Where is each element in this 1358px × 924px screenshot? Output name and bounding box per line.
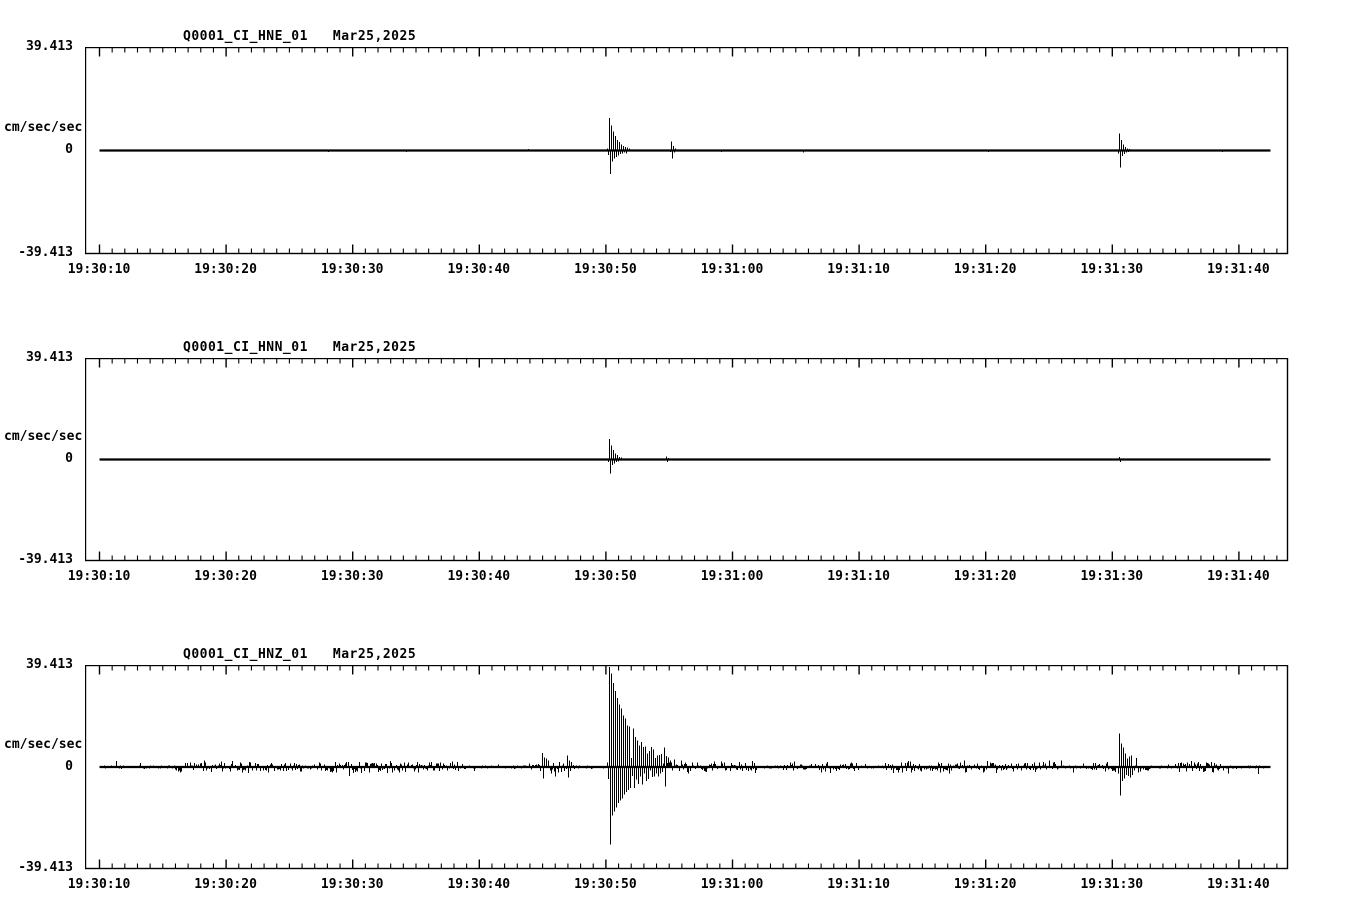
x-axis-tick-label-hnz-4: 19:30:50 <box>574 877 637 892</box>
y-axis-units-label-hnn: cm/sec/sec <box>4 429 83 444</box>
x-axis-tick-label-hnz-2: 19:30:30 <box>320 877 384 892</box>
x-axis-tick-label-hnz-9: 19:31:40 <box>1207 877 1270 892</box>
x-axis-tick-label-hnn-4: 19:30:50 <box>574 569 637 584</box>
x-axis-tick-label-hnz-7: 19:31:20 <box>953 877 1017 892</box>
y-axis-zero-label-hne: 0 <box>65 142 73 157</box>
x-axis-tick-label-hne-7: 19:31:20 <box>953 262 1017 277</box>
y-axis-max-label-hnn: 39.413 <box>26 350 73 365</box>
y-axis-units-label-hne: cm/sec/sec <box>4 120 83 135</box>
x-axis-tick-label-hnn-3: 19:30:40 <box>447 569 511 584</box>
waveform-trace-hnn <box>120 439 1122 474</box>
waveform-plot-hnz <box>85 665 1289 870</box>
plot-area-hne <box>85 47 1289 255</box>
x-axis-tick-label-hne-3: 19:30:40 <box>447 262 511 277</box>
x-axis-tick-label-hne-2: 19:30:30 <box>320 262 384 277</box>
x-axis-tick-label-hnn-1: 19:30:20 <box>194 569 257 584</box>
x-axis-tick-label-hnn-7: 19:31:20 <box>953 569 1017 584</box>
x-axis-tick-label-hne-6: 19:31:10 <box>827 262 890 277</box>
waveform-plot-hnn <box>85 358 1289 562</box>
x-axis-tick-label-hne-5: 19:31:00 <box>700 262 764 277</box>
waveform-plot-hne <box>85 47 1289 255</box>
waveform-trace-hnz <box>100 667 1271 845</box>
y-axis-min-label-hnn: -39.413 <box>18 552 73 567</box>
x-axis-tick-label-hnz-0: 19:30:10 <box>67 877 131 892</box>
y-axis-max-label-hne: 39.413 <box>26 39 73 54</box>
y-axis-units-label-hnz: cm/sec/sec <box>4 736 83 752</box>
x-axis-tick-label-hnn-0: 19:30:10 <box>67 569 131 584</box>
x-axis-tick-label-hnn-2: 19:30:30 <box>320 569 384 584</box>
y-axis-max-label-hnz: 39.413 <box>26 657 73 672</box>
y-axis-min-label-hne: -39.413 <box>18 245 73 260</box>
x-axis-tick-label-hne-0: 19:30:10 <box>67 262 131 277</box>
y-axis-min-label-hnz: -39.413 <box>18 860 73 875</box>
x-axis-tick-label-hne-9: 19:31:40 <box>1207 262 1270 277</box>
x-axis-tick-label-hnn-5: 19:31:00 <box>700 569 764 584</box>
plot-area-hnz <box>85 665 1289 870</box>
y-axis-zero-label-hnn: 0 <box>65 451 73 466</box>
x-axis-tick-label-hne-8: 19:31:30 <box>1080 262 1144 277</box>
x-axis-tick-label-hnn-9: 19:31:40 <box>1207 569 1270 584</box>
y-axis-zero-label-hnz: 0 <box>65 758 73 774</box>
x-axis-tick-label-hnz-1: 19:30:20 <box>194 877 257 892</box>
x-axis-tick-label-hnz-5: 19:31:00 <box>700 877 764 892</box>
waveform-trace-hne <box>117 117 1253 174</box>
plot-area-hnn <box>85 358 1289 562</box>
x-axis-tick-label-hne-4: 19:30:50 <box>574 262 637 277</box>
x-axis-tick-label-hnz-6: 19:31:10 <box>827 877 890 892</box>
x-axis-tick-label-hnz-3: 19:30:40 <box>447 877 511 892</box>
plot-title-hnz: Q0001_CI_HNZ_01 Mar25,2025 <box>183 647 417 662</box>
plot-title-hne: Q0001_CI_HNE_01 Mar25,2025 <box>183 29 417 44</box>
x-axis-tick-label-hnn-8: 19:31:30 <box>1080 569 1144 584</box>
x-axis-tick-label-hnz-8: 19:31:30 <box>1080 877 1144 892</box>
x-axis-tick-label-hnn-6: 19:31:10 <box>827 569 890 584</box>
x-axis-tick-label-hne-1: 19:30:20 <box>194 262 257 277</box>
plot-title-hnn: Q0001_CI_HNN_01 Mar25,2025 <box>183 340 417 355</box>
